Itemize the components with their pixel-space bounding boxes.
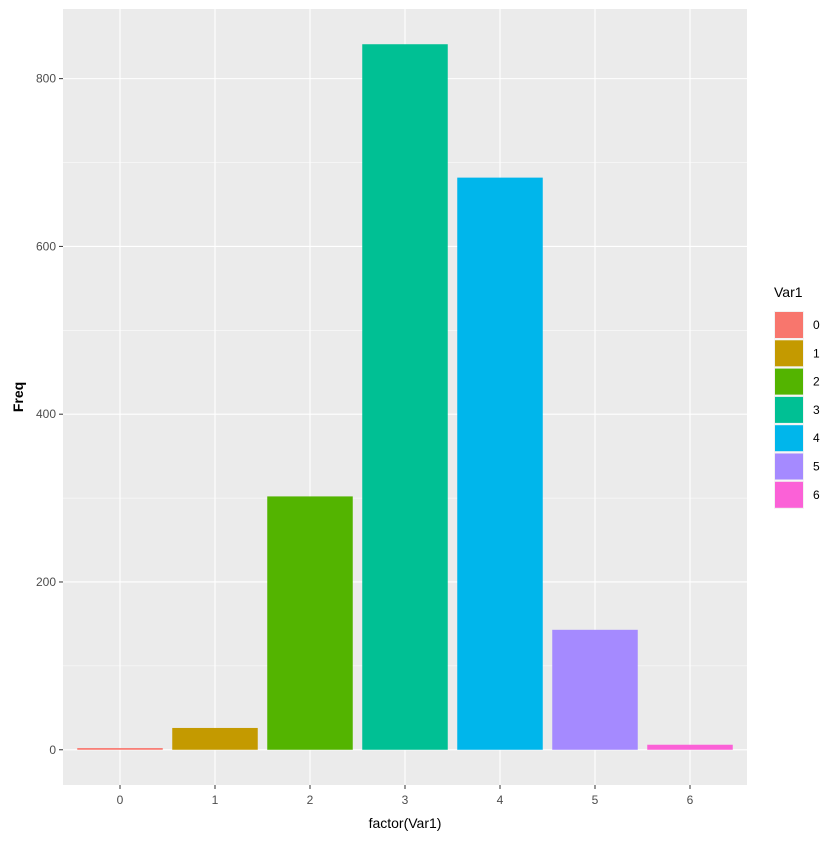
y-tick-label: 0 (49, 743, 56, 757)
y-tick-label: 200 (36, 575, 56, 589)
legend-key-3 (775, 396, 803, 423)
y-axis-title: Freq (10, 382, 26, 412)
bar-5 (552, 629, 638, 750)
legend-label: 5 (813, 460, 820, 474)
legend-key-6 (775, 481, 803, 508)
x-axis-ticks: 0 1 2 3 4 5 6 (117, 785, 694, 807)
legend-items: 0 1 2 3 4 5 6 (774, 311, 820, 509)
legend-label: 0 (813, 318, 820, 332)
bar-6 (647, 744, 733, 750)
bar-2 (267, 496, 353, 750)
x-tick-label: 6 (687, 793, 694, 807)
x-axis-title: factor(Var1) (369, 815, 442, 831)
legend-key-5 (775, 453, 803, 480)
bar-0 (77, 748, 163, 750)
legend-label: 2 (813, 375, 820, 389)
legend-title: Var1 (774, 284, 803, 300)
x-tick-label: 0 (117, 793, 124, 807)
y-axis-ticks: 0 200 400 600 800 (36, 72, 63, 757)
bars (77, 44, 733, 750)
legend-key-1 (775, 340, 803, 367)
bar-3 (362, 44, 448, 750)
y-tick-label: 600 (36, 239, 56, 253)
x-tick-label: 4 (497, 793, 504, 807)
y-tick-label: 400 (36, 407, 56, 421)
bar-1 (172, 727, 258, 750)
legend-key-4 (775, 425, 803, 452)
x-tick-label: 5 (592, 793, 599, 807)
x-tick-label: 1 (212, 793, 219, 807)
legend-label: 3 (813, 403, 820, 417)
x-tick-label: 3 (402, 793, 409, 807)
legend-label: 4 (813, 431, 820, 445)
x-tick-label: 2 (307, 793, 314, 807)
legend-key-0 (775, 312, 803, 338)
legend-key-2 (775, 368, 803, 395)
legend-label: 6 (813, 488, 820, 502)
legend: Var1 0 1 2 3 4 5 6 (774, 284, 820, 509)
y-tick-label: 800 (36, 72, 56, 86)
legend-label: 1 (813, 346, 820, 360)
bar-4 (457, 177, 543, 750)
